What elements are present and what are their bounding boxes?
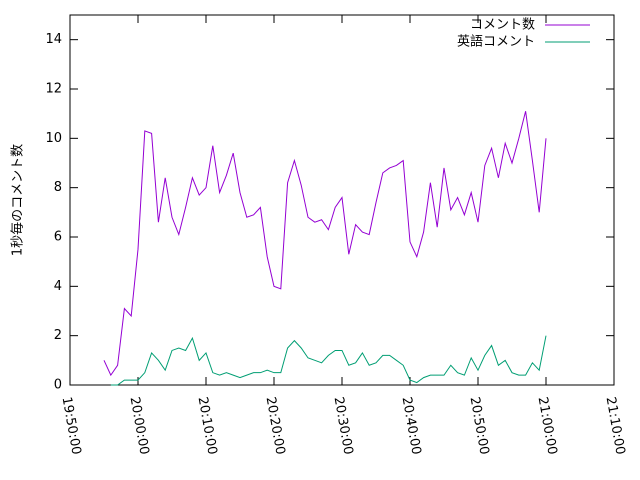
x-tick-label: 20:00:00 xyxy=(127,396,152,456)
legend-label: 英語コメント xyxy=(457,34,535,50)
data-line xyxy=(110,335,547,386)
y-tick-label: 4 xyxy=(54,279,62,294)
x-tick-label: 20:10:00 xyxy=(195,396,220,456)
y-tick-label: 2 xyxy=(54,328,62,343)
x-tick-label: 21:10:00 xyxy=(603,396,628,456)
x-tick-label: 20:50:00 xyxy=(467,396,492,456)
y-tick-label: 6 xyxy=(54,230,62,245)
x-tick-label: 20:20:00 xyxy=(263,396,288,456)
y-axis-label: 1秒毎のコメント数 xyxy=(10,144,26,256)
data-line xyxy=(103,111,547,377)
legend-label: コメント数 xyxy=(470,18,535,33)
y-tick-label: 0 xyxy=(54,378,62,393)
x-tick-label: 19:50:00 xyxy=(59,396,84,456)
x-tick-label: 20:40:00 xyxy=(399,396,424,456)
x-tick-label: 21:00:00 xyxy=(535,396,560,456)
y-tick-label: 10 xyxy=(45,131,62,146)
y-tick-label: 12 xyxy=(45,82,62,97)
y-tick-label: 14 xyxy=(45,32,62,47)
y-tick-label: 8 xyxy=(54,180,62,195)
x-tick-label: 20:30:00 xyxy=(331,396,356,456)
